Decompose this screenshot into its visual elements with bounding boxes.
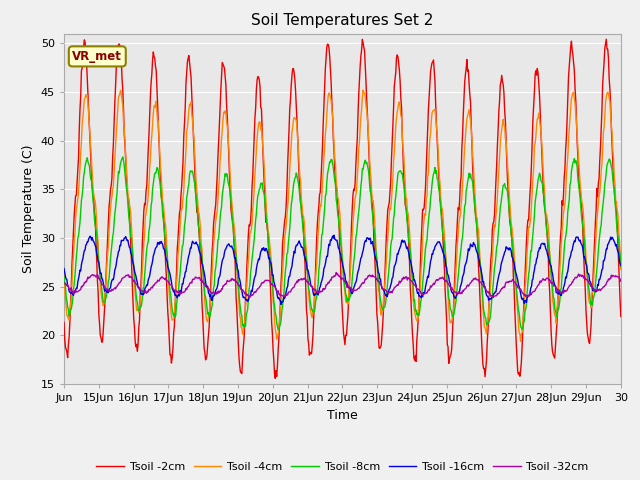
Tsoil -32cm [276,293,284,299]
Tsoil -4cm [516,338,524,344]
Tsoil -16cm [228,243,236,249]
Tsoil -2cm [271,375,279,381]
Tsoil -2cm [401,182,408,188]
Tsoil -4cm [276,307,284,313]
X-axis label: Time: Time [327,408,358,421]
Tsoil -8cm [275,327,282,333]
Tsoil -32cm [228,276,236,281]
Y-axis label: Soil Temperature (C): Soil Temperature (C) [22,144,35,273]
Tsoil -4cm [60,269,68,275]
Line: Tsoil -32cm: Tsoil -32cm [64,273,621,298]
Tsoil -4cm [228,198,236,204]
Line: Tsoil -2cm: Tsoil -2cm [64,39,621,378]
Text: VR_met: VR_met [72,50,122,63]
Tsoil -8cm [60,274,68,279]
Tsoil -32cm [401,276,408,281]
Tsoil -32cm [617,278,625,284]
Tsoil -4cm [432,114,440,120]
Legend: Tsoil -2cm, Tsoil -4cm, Tsoil -8cm, Tsoil -16cm, Tsoil -32cm: Tsoil -2cm, Tsoil -4cm, Tsoil -8cm, Tsoi… [92,457,593,477]
Tsoil -16cm [617,263,625,268]
Tsoil -4cm [401,167,408,172]
Tsoil -2cm [602,36,610,42]
Tsoil -32cm [60,280,68,286]
Tsoil -2cm [277,280,285,286]
Tsoil -2cm [60,320,68,325]
Title: Soil Temperatures Set 2: Soil Temperatures Set 2 [252,13,433,28]
Tsoil -32cm [255,285,263,290]
Tsoil -4cm [617,266,625,272]
Tsoil -32cm [432,278,440,284]
Tsoil -32cm [125,275,133,280]
Tsoil -4cm [125,201,133,206]
Tsoil -8cm [433,168,440,173]
Tsoil -2cm [125,212,133,217]
Tsoil -8cm [119,154,127,160]
Tsoil -2cm [228,213,236,219]
Tsoil -8cm [278,309,285,314]
Line: Tsoil -4cm: Tsoil -4cm [64,90,621,341]
Tsoil -2cm [432,102,440,108]
Tsoil -16cm [277,301,285,307]
Tsoil -8cm [401,198,409,204]
Tsoil -8cm [617,263,625,269]
Tsoil -4cm [359,87,367,93]
Tsoil -8cm [126,225,134,230]
Tsoil -16cm [401,240,409,246]
Line: Tsoil -8cm: Tsoil -8cm [64,157,621,330]
Tsoil -16cm [330,232,338,238]
Tsoil -2cm [617,313,625,319]
Tsoil -16cm [60,265,68,271]
Tsoil -16cm [255,257,263,263]
Tsoil -16cm [125,244,133,250]
Tsoil -32cm [489,295,497,300]
Tsoil -16cm [276,298,284,303]
Tsoil -16cm [433,241,440,247]
Tsoil -32cm [332,270,340,276]
Tsoil -8cm [256,185,264,191]
Tsoil -2cm [255,77,263,83]
Tsoil -8cm [228,220,236,226]
Tsoil -4cm [255,119,263,125]
Line: Tsoil -16cm: Tsoil -16cm [64,235,621,304]
